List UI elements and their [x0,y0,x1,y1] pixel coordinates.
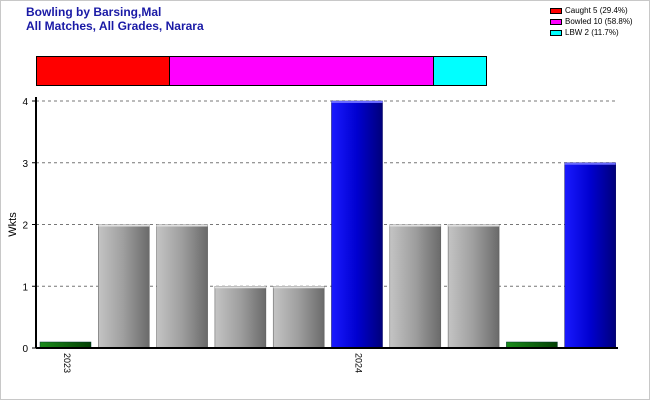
y-tick-label: 0 [22,344,28,355]
x-tick-label: 2023 [62,353,72,373]
bar [98,224,150,349]
chart-subtitle: All Matches, All Grades, Narara [26,19,204,33]
bar-top [389,224,441,227]
bar-top [331,101,383,103]
y-axis-label: Wkts [7,212,19,237]
bar-top [448,224,500,227]
bar [331,100,383,349]
legend: Caught 5 (29.4%) Bowled 10 (58.8%) LBW 2… [550,5,633,38]
bar-top [98,224,150,227]
legend-swatch-bowled [550,18,562,25]
legend-label-lbw: LBW 2 (11.7%) [565,28,619,37]
bar-top [156,224,208,227]
legend-label-caught: Caught 5 (29.4%) [565,6,628,15]
bar [389,224,442,349]
dismissal-stacked-bar [36,56,487,86]
legend-item-bowled: Bowled 10 (58.8%) [550,16,633,27]
legend-item-lbw: LBW 2 (11.7%) [550,27,633,38]
x-tick-label: 2024 [354,353,364,373]
bar-top [273,286,325,289]
bar [564,162,616,349]
bar [447,224,500,349]
chart-title: Bowling by Barsing,Mal [26,5,162,19]
bar-top [564,162,616,165]
bar-top [214,286,266,289]
stack-segment-caught [37,57,170,85]
stack-segment-lbw [433,57,486,85]
y-tick-label: 4 [22,97,28,108]
legend-label-bowled: Bowled 10 (58.8%) [565,17,633,26]
y-tick-label: 2 [22,221,28,232]
stack-segment-bowled [169,57,434,85]
legend-swatch-caught [550,7,562,14]
y-tick-label: 3 [22,159,28,170]
bar [156,224,208,349]
bar [272,286,325,349]
y-tick-label: 1 [22,282,28,293]
bar [214,286,267,349]
legend-swatch-lbw [550,29,562,36]
legend-item-caught: Caught 5 (29.4%) [550,5,633,16]
